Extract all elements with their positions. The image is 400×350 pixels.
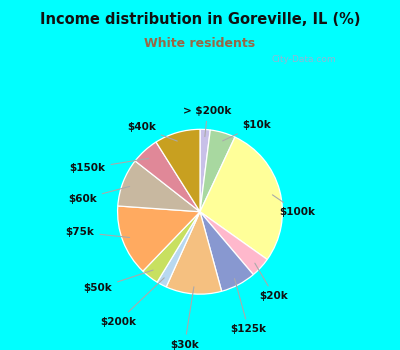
Text: $60k: $60k <box>68 187 130 204</box>
Text: $20k: $20k <box>255 263 288 301</box>
Wedge shape <box>200 130 235 212</box>
Text: $125k: $125k <box>230 279 266 334</box>
Text: City-Data.com: City-Data.com <box>272 55 336 64</box>
Text: > $200k: > $200k <box>184 106 232 136</box>
Text: White residents: White residents <box>144 37 256 50</box>
Wedge shape <box>200 212 253 291</box>
Text: Income distribution in Goreville, IL (%): Income distribution in Goreville, IL (%) <box>40 12 360 27</box>
Wedge shape <box>118 206 200 271</box>
Wedge shape <box>200 137 282 259</box>
Wedge shape <box>200 130 210 212</box>
Wedge shape <box>156 130 200 212</box>
Text: $30k: $30k <box>170 287 199 350</box>
Wedge shape <box>118 161 200 212</box>
Text: $50k: $50k <box>84 270 153 293</box>
Wedge shape <box>143 212 200 282</box>
Text: $200k: $200k <box>100 278 164 327</box>
Text: $75k: $75k <box>66 227 130 238</box>
Wedge shape <box>166 212 222 294</box>
Text: $40k: $40k <box>127 122 177 141</box>
Text: $150k: $150k <box>70 158 149 173</box>
Wedge shape <box>157 212 200 287</box>
Wedge shape <box>200 212 267 275</box>
Text: $10k: $10k <box>223 120 270 141</box>
Wedge shape <box>135 142 200 212</box>
Text: $100k: $100k <box>272 195 315 217</box>
